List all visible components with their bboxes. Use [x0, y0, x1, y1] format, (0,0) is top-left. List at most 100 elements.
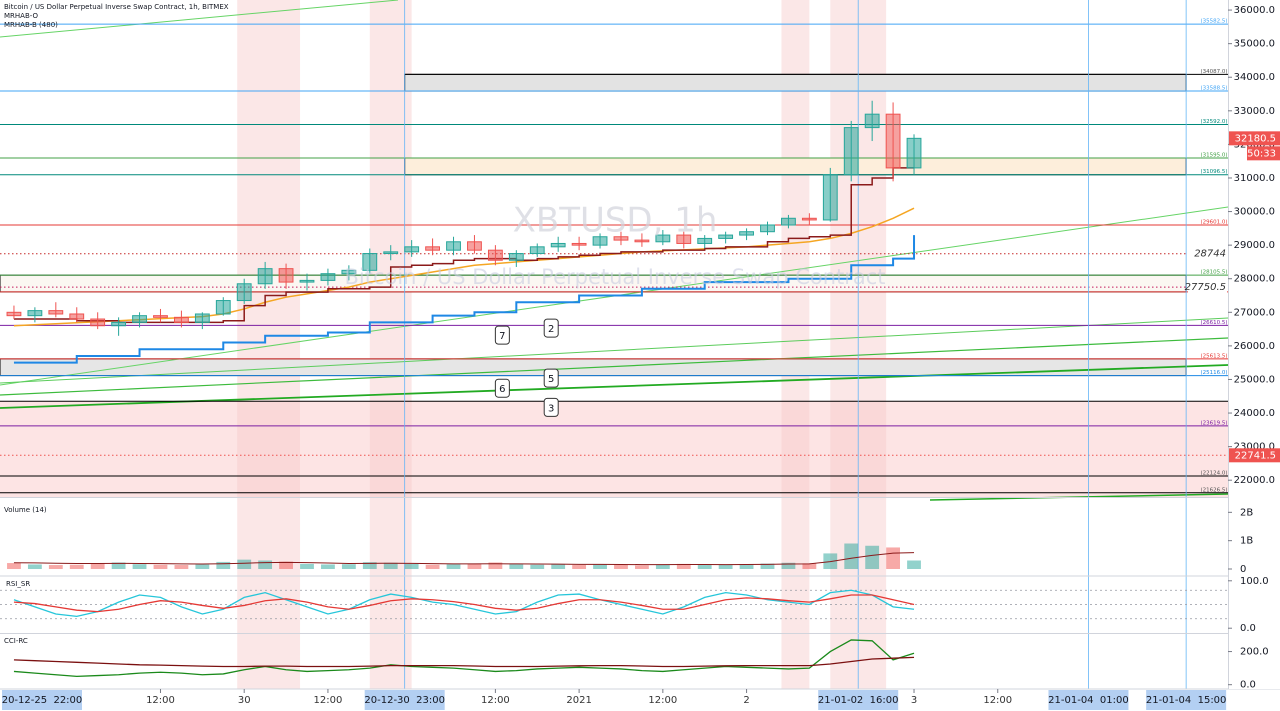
x-tick-label: 2021 [566, 695, 591, 706]
watermark: XBTUSD, 1h [513, 201, 718, 241]
volume-bar [446, 564, 461, 569]
candle-body [697, 237, 713, 244]
overlay-line [13, 167, 915, 324]
x-tick-label: 12:00 [146, 695, 175, 706]
countdown-box [1247, 146, 1280, 161]
time-highlight [1146, 690, 1227, 710]
panel-title: CCI-RC [4, 637, 28, 645]
chart-title: Bitcoin / US Dollar Perpetual Inverse Sw… [4, 3, 229, 11]
panel-title: Volume (14) [4, 506, 47, 514]
zone [404, 73, 1187, 92]
x-tick-label: 12:00 [314, 695, 343, 706]
candle-body [341, 269, 357, 275]
candle-body [90, 318, 106, 327]
candle-body [278, 268, 294, 283]
y-tick-label: 26000.0 [1234, 341, 1275, 352]
volume-bar [300, 563, 314, 569]
backgrounds [0, 0, 1228, 689]
y-tick-label: 2B [1240, 507, 1253, 518]
volume-bar [216, 561, 231, 569]
volume-bar [237, 559, 252, 569]
candle-body [111, 321, 127, 327]
volume-bar [383, 562, 398, 569]
y-tick-label: 34000.0 [1234, 72, 1275, 83]
y-tick-label: 0.0 [1240, 623, 1256, 634]
x-tick-label: 12:00 [983, 695, 1012, 706]
level-label: (25613.5) [1200, 353, 1227, 359]
price-marker-label: 27750.5 [1185, 282, 1226, 293]
trend-lines [0, 0, 1229, 501]
level-label: (29601.0) [1200, 219, 1227, 225]
session-band [781, 0, 810, 689]
candle-body [906, 137, 922, 169]
level-label: (28105.5) [1200, 270, 1227, 276]
volume-bar [760, 563, 775, 569]
callout-box [494, 325, 510, 345]
volume-bar [635, 565, 649, 569]
candle-body [676, 234, 692, 244]
callout-label: 6 [499, 384, 505, 395]
time-highlight-label: 20-12-30 23:00 [364, 695, 445, 706]
callout-box [543, 397, 559, 417]
candle-body [194, 313, 210, 323]
volume-bar [362, 562, 377, 569]
indicator-line [13, 656, 915, 668]
callout-label: 7 [499, 331, 505, 342]
callout-label: 3 [548, 403, 554, 414]
price-marker-box [1229, 131, 1280, 146]
price-marker-tag [1188, 281, 1227, 294]
volume-bar [593, 564, 607, 569]
candle-body [613, 236, 629, 241]
y-tick-label: 36000.0 [1234, 5, 1275, 16]
callout-box [543, 318, 559, 338]
time-axis [0, 689, 1280, 711]
volume-bar [488, 562, 503, 569]
countdown-label: 50:33 [1247, 148, 1276, 159]
time-highlight-label: 21-01-02 16:00 [818, 695, 899, 706]
price-marker-label: 32180.5 [1235, 133, 1276, 144]
volume-bar [69, 564, 84, 569]
candle-body [383, 251, 399, 255]
volume-bar [572, 565, 587, 569]
time-highlight-label: 21-01-04 15:00 [1146, 695, 1227, 706]
candle-body [153, 315, 168, 318]
candle-body [132, 315, 147, 323]
y-tick-label: 24000.0 [1234, 408, 1275, 419]
candle-body [634, 239, 650, 243]
callout-label: 2 [548, 324, 554, 335]
volume-bar [551, 564, 566, 569]
candle-body [362, 253, 378, 271]
candle-body [404, 246, 420, 253]
shaded-region [0, 401, 1228, 497]
time-highlight [1048, 690, 1129, 710]
volume-bar [425, 564, 440, 569]
trend-line [0, 337, 1229, 396]
candle-body [69, 313, 85, 320]
y-tick-label: 25000.0 [1234, 374, 1275, 385]
price-marker-box [1229, 448, 1280, 463]
price-axis [1228, 0, 1280, 689]
y-tick-label: 23000.0 [1234, 442, 1275, 453]
levels [0, 0, 1228, 689]
volume-bar [530, 564, 545, 569]
time-highlight [818, 690, 899, 710]
y-tick-label: 1B [1240, 536, 1253, 547]
candle-body [864, 113, 880, 129]
volume-bar [907, 560, 921, 569]
x-tick-label: 3 [911, 695, 917, 706]
level-label: (21626.5) [1200, 487, 1227, 493]
callout-label: 5 [548, 374, 554, 385]
candle-body [236, 283, 252, 302]
volume-bar [614, 564, 628, 569]
volume-bar [718, 564, 733, 569]
volume-bar [467, 563, 482, 569]
candle-body [739, 231, 754, 236]
level-label: (26610.5) [1200, 320, 1227, 326]
volume-bar [27, 564, 42, 569]
candle-body [529, 246, 545, 255]
indicator-name: MRHAB-B (480) [4, 21, 58, 29]
volume-bar [865, 545, 880, 569]
candle-body [425, 246, 440, 251]
indicator-name: MRHAB-O [4, 12, 38, 20]
